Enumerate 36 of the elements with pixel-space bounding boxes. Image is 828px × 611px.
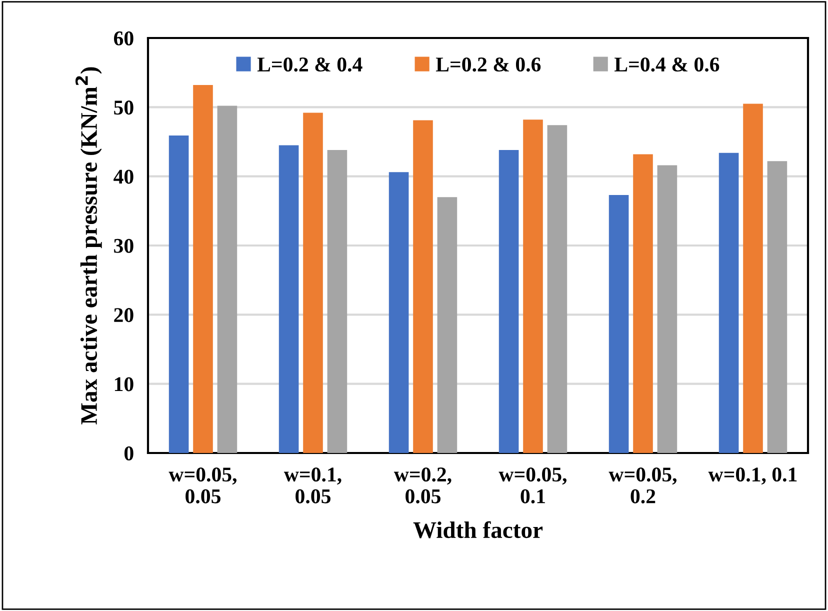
- bar: [168, 136, 189, 453]
- legend-label: L=0.4 & 0.6: [614, 57, 720, 72]
- bar: [498, 150, 519, 453]
- bar: [608, 195, 629, 453]
- bar: [743, 104, 763, 453]
- y-axis-title: Max active earth pressure (KN/m$^{2}$): [75, 67, 102, 424]
- legend-label: L=0.2 & 0.6: [436, 57, 541, 72]
- bar: [327, 150, 348, 453]
- bar: [767, 161, 788, 453]
- y-tick-label: 30: [114, 238, 134, 253]
- bar: [388, 172, 409, 453]
- bar: [633, 154, 653, 453]
- y-tick-label: 40: [114, 170, 134, 184]
- bar: [718, 152, 739, 453]
- bar: [303, 112, 323, 453]
- x-tick-label: w=0.1, 0.05: [284, 467, 342, 504]
- y-tick-label: 10: [114, 377, 134, 392]
- y-tick-label: 50: [114, 100, 134, 115]
- bar: [437, 197, 458, 453]
- y-tick-label: 0: [124, 446, 134, 460]
- bar: [413, 120, 433, 453]
- bar: [657, 165, 678, 453]
- y-tick-label: 20: [114, 308, 134, 322]
- bar: [193, 85, 213, 453]
- x-axis-title: Width factor: [413, 521, 543, 538]
- bar: [217, 106, 238, 453]
- x-tick-label: w=0.05, 0.05: [168, 467, 236, 504]
- x-tick-label: w=0.2, 0.05: [394, 467, 452, 504]
- y-tick-label: 60: [114, 31, 134, 46]
- legend-label: L=0.2 & 0.4: [257, 57, 362, 72]
- bar: [523, 120, 543, 453]
- bar: [547, 125, 568, 453]
- x-tick-label: w=0.05, 0.2: [608, 467, 676, 504]
- x-tick-label: w=0.1, 0.1: [708, 467, 797, 485]
- bar: [278, 145, 299, 453]
- x-tick-label: w=0.05, 0.1: [498, 467, 566, 504]
